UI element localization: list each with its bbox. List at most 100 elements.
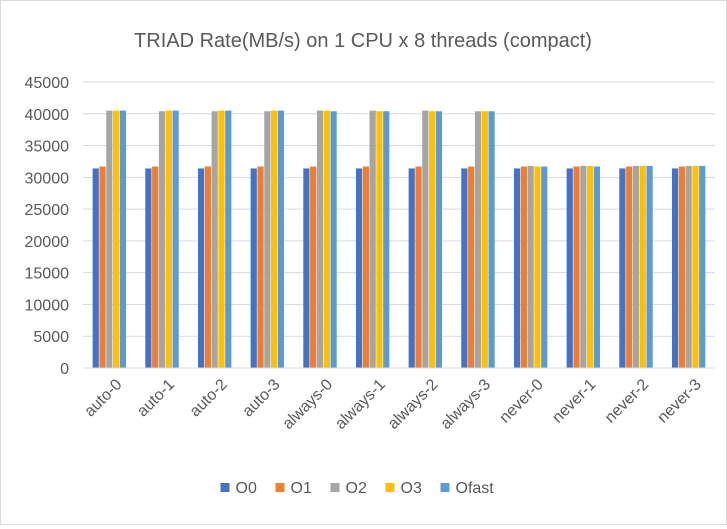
x-tick-label: never-0 [496,376,546,426]
legend-label: O0 [236,480,257,497]
bar-O3-always-0 [323,110,330,368]
legend-item-O0: O0 [220,480,257,497]
y-axis-ticks: 0 5000 10000 15000 20000 25000 30000 35000 40000… [25,75,70,378]
x-axis-ticks: auto-0 auto-1 auto-2 auto-3always-0always-1… [81,376,705,433]
bar-O3-auto-2 [218,110,225,368]
bar-O2-auto-3 [264,111,271,368]
x-tick-label: never-2 [602,376,652,426]
bar-O0-auto-0 [92,168,99,368]
bar-O2-always-1 [369,110,376,368]
legend-label: O1 [291,480,312,497]
bar-O1-never-1 [573,166,580,368]
legend-swatch [220,483,230,492]
y-tick-label: 45000 [25,75,70,92]
bar-O3-auto-1 [165,110,172,368]
bar-O1-auto-0 [99,166,106,368]
bar-O3-auto-3 [271,110,278,368]
bar-Ofast-auto-3 [277,110,285,368]
x-tick-label: never-3 [654,376,704,426]
bar-O3-always-3 [481,111,488,368]
x-tick-label: auto-3 [239,376,283,420]
x-tick-label: always-1 [332,376,389,433]
legend-swatch [440,483,450,492]
bar-O2-always-2 [422,110,429,368]
y-tick-label: 40000 [25,107,70,124]
y-tick-label: 15000 [25,266,70,283]
bar-O2-never-0 [527,165,534,368]
x-tick-label: always-0 [280,376,337,433]
x-tick-label: always-3 [438,376,495,433]
bar-O1-always-2 [415,166,422,368]
bar-O0-always-2 [408,168,415,368]
bar-O2-always-0 [316,110,324,368]
x-tick-label: auto-0 [81,376,125,420]
bar-Ofast-always-2 [435,111,443,368]
bar-Ofast-always-3 [488,111,495,368]
bar-O3-never-3 [692,165,699,368]
bar-O1-auto-1 [152,166,159,368]
legend-item-O2: O2 [330,480,367,497]
bar-O1-auto-2 [204,166,211,368]
y-tick-label: 30000 [25,170,70,187]
bar-O2-auto-1 [158,111,166,368]
bar-Ofast-never-0 [541,166,548,368]
y-tick-label: 35000 [25,139,70,156]
x-tick-label: never-1 [549,376,599,426]
bar-O0-auto-2 [197,168,205,368]
bar-O2-always-3 [474,111,482,368]
y-tick-label: 5000 [33,329,69,346]
bar-O3-auto-0 [113,110,120,368]
gridlines [83,81,715,337]
legend: O0 O1 O2 O3 Ofast [220,480,495,497]
x-tick-label: auto-1 [134,376,178,420]
bar-O1-never-3 [678,166,685,368]
bar-O3-never-0 [534,166,541,368]
x-tick-label: auto-2 [187,376,231,420]
bars [92,110,706,368]
bar-O2-auto-0 [106,110,113,368]
bar-O1-auto-3 [257,166,264,368]
y-tick-label: 10000 [25,297,70,314]
bar-Ofast-auto-0 [119,110,127,368]
bar-O0-never-1 [566,168,573,368]
legend-label: O2 [346,480,367,497]
bar-O2-never-3 [685,165,692,368]
bar-O1-always-3 [468,166,475,368]
bar-O1-always-0 [310,166,317,368]
bar-Ofast-never-1 [593,166,601,368]
bar-O0-never-0 [513,168,521,368]
bar-O0-auto-1 [145,168,152,368]
bar-O0-never-2 [619,168,626,368]
bar-Ofast-never-3 [699,165,706,368]
bar-O1-never-2 [626,166,633,368]
bar-O0-always-0 [303,168,310,368]
legend-swatch [385,483,395,492]
bar-O0-always-3 [461,168,468,368]
bar-O0-never-3 [671,168,679,368]
bar-Ofast-auto-1 [172,110,179,368]
bar-Ofast-always-1 [383,111,390,368]
bar-Ofast-auto-2 [225,110,232,368]
y-tick-label: 0 [60,361,69,378]
bar-Ofast-always-0 [330,111,337,368]
bar-O3-always-2 [429,111,436,368]
bar-O3-always-1 [376,111,383,368]
legend-item-Ofast: Ofast [440,480,495,497]
bar-O1-always-1 [362,166,369,368]
bar-Ofast-never-2 [646,165,653,368]
legend-label: Ofast [456,480,495,497]
legend-item-O3: O3 [385,480,422,497]
chart-title: TRIAD Rate(MB/s) on 1 CPU x 8 threads (c… [134,30,592,52]
bar-O3-never-2 [639,165,646,368]
bar-O2-never-2 [632,165,640,368]
legend-swatch [330,483,340,492]
bar-O0-always-1 [355,168,363,368]
legend-item-O1: O1 [275,480,312,497]
y-tick-label: 20000 [25,234,70,251]
bar-O1-never-0 [520,166,527,368]
bar-O3-never-1 [587,165,594,368]
bar-O2-auto-2 [211,111,218,368]
bar-O2-never-1 [580,165,587,368]
